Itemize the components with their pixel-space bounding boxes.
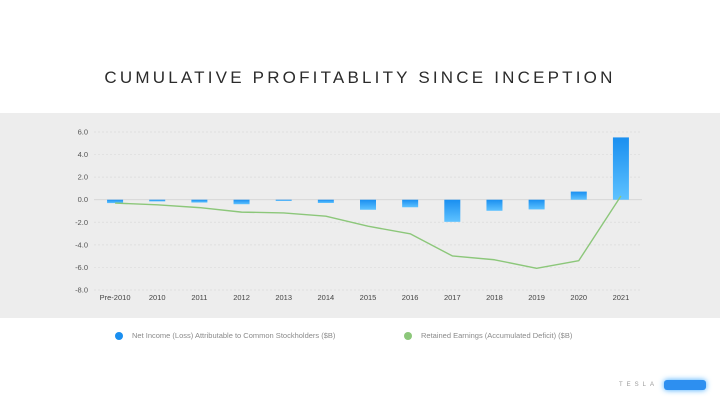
x-tick-label: 2020 bbox=[570, 293, 587, 302]
tesla-logo-icon bbox=[664, 380, 706, 390]
net-income-bar bbox=[191, 199, 208, 203]
net-income-bar bbox=[486, 199, 503, 211]
x-tick-label: 2014 bbox=[318, 293, 335, 302]
chart-title: CUMULATIVE PROFITABLITY SINCE INCEPTION bbox=[104, 68, 616, 87]
net-income-bar bbox=[149, 199, 166, 202]
y-tick-label: 2.0 bbox=[78, 173, 88, 182]
legend-label-retained-earnings: Retained Earnings (Accumulated Deficit) … bbox=[421, 331, 573, 340]
net-income-bar bbox=[528, 199, 545, 210]
net-income-bar bbox=[360, 199, 376, 210]
x-tick-label: 2012 bbox=[233, 293, 250, 302]
legend-swatch-blue bbox=[115, 331, 123, 340]
legend-swatch-green bbox=[404, 331, 412, 340]
y-tick-label: 4.0 bbox=[78, 150, 88, 159]
x-tick-label: 2017 bbox=[444, 293, 461, 302]
x-tick-label: 2018 bbox=[486, 293, 503, 302]
legend-item-retained-earnings: Retained Earnings (Accumulated Deficit) … bbox=[404, 331, 572, 340]
net-income-bars bbox=[107, 137, 629, 222]
chart-grid bbox=[94, 131, 642, 291]
x-tick-label: 2013 bbox=[275, 293, 292, 302]
net-income-bar bbox=[612, 137, 629, 200]
y-tick-label: -8.0 bbox=[75, 286, 88, 295]
y-tick-label: -4.0 bbox=[75, 240, 88, 249]
x-tick-label: 2021 bbox=[613, 293, 630, 302]
x-tick-label: Pre-2010 bbox=[100, 293, 131, 302]
x-tick-label: 2016 bbox=[402, 293, 419, 302]
y-tick-label: 6.0 bbox=[78, 128, 88, 137]
chart-band-background bbox=[0, 113, 720, 318]
retained-earnings-line-group bbox=[115, 195, 622, 270]
net-income-bar bbox=[570, 191, 587, 200]
legend-item-net-income: Net Income (Loss) Attributable to Common… bbox=[115, 331, 335, 340]
net-income-bar bbox=[402, 199, 419, 208]
legend-label-net-income: Net Income (Loss) Attributable to Common… bbox=[132, 331, 336, 340]
net-income-bar bbox=[444, 199, 461, 222]
retained-earnings-line bbox=[115, 195, 622, 270]
y-tick-label: -6.0 bbox=[75, 263, 88, 272]
net-income-bar bbox=[275, 199, 292, 201]
x-tick-label: 2019 bbox=[528, 293, 545, 302]
net-income-bar bbox=[317, 199, 334, 203]
y-tick-label: 0.0 bbox=[78, 195, 88, 204]
x-tick-label: 2010 bbox=[149, 293, 166, 302]
brand: TESLA bbox=[619, 380, 706, 390]
net-income-bar bbox=[233, 199, 250, 205]
legend: Net Income (Loss) Attributable to Common… bbox=[0, 331, 720, 345]
x-tick-label: 2015 bbox=[360, 293, 377, 302]
y-axis-tick-labels: 6.0 4.0 2.0 0.0 -2.0 -4.0 -6.0 -8.0 bbox=[75, 128, 88, 295]
net-income-bar bbox=[107, 199, 124, 204]
x-tick-label: 2011 bbox=[191, 293, 207, 302]
y-tick-label: -2.0 bbox=[75, 218, 88, 227]
x-axis-tick-labels: Pre-2010 2010 2011 2012 2013 2014 2015 2016 2017… bbox=[100, 293, 630, 302]
brand-wordmark: TESLA bbox=[618, 382, 658, 388]
